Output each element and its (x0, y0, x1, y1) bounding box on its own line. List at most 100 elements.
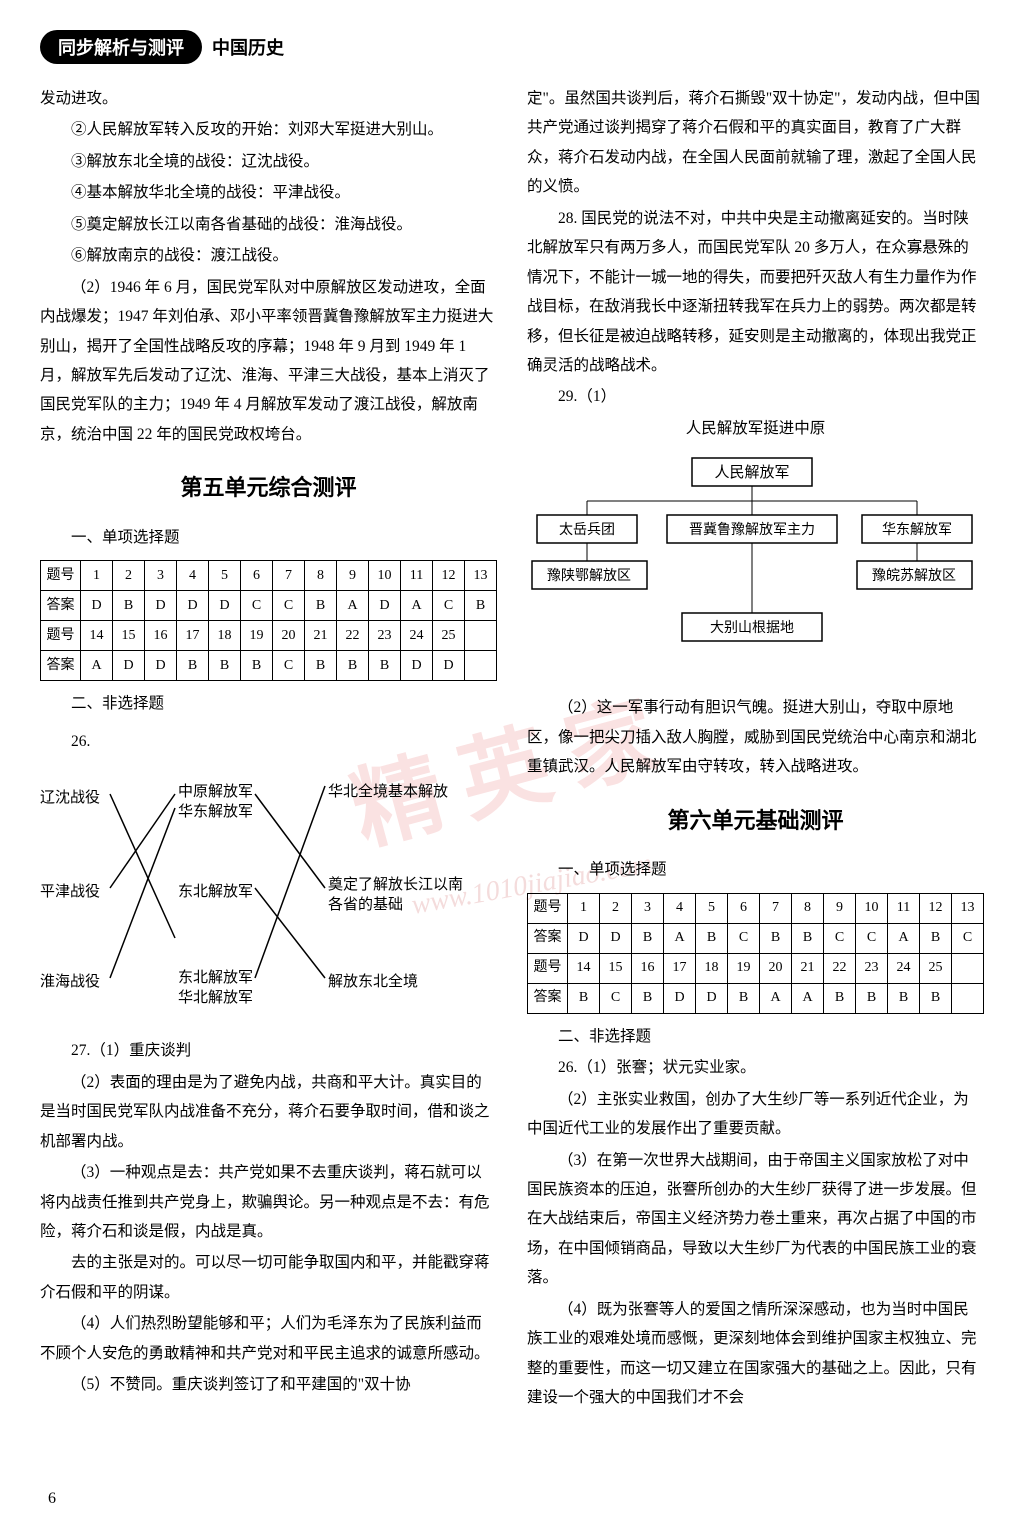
table-cell: 19 (728, 953, 760, 983)
table-cell: A (888, 923, 920, 953)
table-cell: B (760, 923, 792, 953)
right-p1: 定"。虽然国共谈判后，蒋介石撕毁"双十协定"，发动内战，但中国共产党通过谈判揭穿… (527, 84, 984, 202)
table-cell: 15 (600, 953, 632, 983)
org-chart: 人民解放军 太岳兵团 晋冀鲁豫解放军主力 华东解放军 豫 (527, 453, 984, 683)
left-s2: 二、非选择题 (40, 689, 497, 718)
table-cell: 21 (305, 621, 337, 651)
table-cell: 11 (401, 561, 433, 591)
diag-l3: 华东解放军 (882, 522, 952, 538)
table-cell: 1 (81, 561, 113, 591)
table-cell: B (888, 983, 920, 1013)
table-cell: 12 (920, 893, 952, 923)
org-chart-svg: 人民解放军 太岳兵团 晋冀鲁豫解放军主力 华东解放军 豫 (527, 453, 977, 683)
table-cell: 6 (241, 561, 273, 591)
page-container: 同步解析与测评 中国历史 发动进攻。 ②人民解放军转入反攻的开始：刘邓大军挺进大… (0, 0, 1024, 1434)
table-cell: 4 (664, 893, 696, 923)
table-cell: 15 (113, 621, 145, 651)
table-cell: B (241, 651, 273, 681)
unit6-title: 第六单元基础测评 (527, 800, 984, 842)
left-p2: ②人民解放军转入反攻的开始：刘邓大军挺进大别山。 (40, 115, 497, 144)
left-s1: 一、单项选择题 (40, 523, 497, 552)
table-cell: 19 (241, 621, 273, 651)
table-cell: D (145, 591, 177, 621)
diag-l2: 晋冀鲁豫解放军主力 (689, 522, 815, 538)
table-cell: 23 (369, 621, 401, 651)
cross-M1b: 华东解放军 (178, 798, 253, 827)
left-p5: ⑤奠定解放长江以南各省基础的战役：淮海战役。 (40, 210, 497, 239)
table-cell: B (920, 923, 952, 953)
table-cell: D (696, 983, 728, 1013)
left-s26: 26. (40, 727, 497, 756)
two-column-layout: 发动进攻。 ②人民解放军转入反攻的开始：刘邓大军挺进大别山。 ③解放东北全境的战… (40, 84, 984, 1414)
table-label: 题号 (41, 621, 81, 651)
table-cell: 17 (664, 953, 696, 983)
table-cell: 10 (369, 561, 401, 591)
table-cell: 4 (177, 561, 209, 591)
table-cell (465, 651, 497, 681)
table-cell: 5 (696, 893, 728, 923)
table-cell: A (401, 591, 433, 621)
table-cell: 2 (600, 893, 632, 923)
table-cell: 18 (696, 953, 728, 983)
left-p27-2: （2）表面的理由是为了避免内战，共商和平大计。真实目的是当时国民党军队内战准备不… (40, 1068, 497, 1156)
table-cell: 2 (113, 561, 145, 591)
table-cell: C (728, 923, 760, 953)
page-number: 6 (48, 1490, 56, 1508)
table-cell: B (337, 651, 369, 681)
left-p27-3: （3）一种观点是去：共产党如果不去重庆谈判，蒋石就可以将内战责任推到共产党身上，… (40, 1158, 497, 1246)
table-cell: 1 (568, 893, 600, 923)
table-cell: D (600, 923, 632, 953)
diag-l1: 太岳兵团 (559, 522, 615, 538)
right-p26-1: 26.（1）张謇；状元实业家。 (527, 1053, 984, 1082)
unit5-title: 第五单元综合测评 (40, 467, 497, 509)
table-label: 题号 (528, 953, 568, 983)
table-cell: A (792, 983, 824, 1013)
cross-L1: 辽沈战役 (40, 784, 100, 813)
right-diagram-title: 人民解放军挺进中原 (527, 414, 984, 443)
diag-b1: 豫陕鄂解放区 (547, 568, 631, 584)
unit6-answer-table: 题号12345678910111213 答案DDBABCBBCCABC 题号14… (527, 893, 984, 1014)
table-cell: 25 (433, 621, 465, 651)
table-cell: C (241, 591, 273, 621)
right-p29: 29.（1） (527, 382, 984, 411)
table-cell: 22 (337, 621, 369, 651)
header-banner: 同步解析与测评 中国历史 (40, 30, 984, 64)
table-cell: 18 (209, 621, 241, 651)
table-cell: B (209, 651, 241, 681)
left-p27-4: 去的主张是对的。可以尽一切可能争取国内和平，并能戳穿蒋介石假和平的阴谋。 (40, 1248, 497, 1307)
table-cell: B (728, 983, 760, 1013)
table-cell: 23 (856, 953, 888, 983)
diag-top: 人民解放军 (714, 464, 789, 481)
left-p27-6: （5）不赞同。重庆谈判签订了和平建国的"双十协 (40, 1370, 497, 1399)
table-cell: B (824, 983, 856, 1013)
table-cell: A (664, 923, 696, 953)
table-cell: B (856, 983, 888, 1013)
table-cell: B (465, 591, 497, 621)
table-cell (465, 621, 497, 651)
table-cell: 20 (760, 953, 792, 983)
table-cell: 12 (433, 561, 465, 591)
table-cell: 3 (632, 893, 664, 923)
diag-bot: 大别山根据地 (710, 620, 794, 636)
right-s2: 二、非选择题 (527, 1022, 984, 1051)
table-cell: 9 (337, 561, 369, 591)
right-p28: 28. 国民党的说法不对，中共中央是主动撤离延安的。当时陕北解放军只有两万多人，… (527, 204, 984, 381)
table-cell: 5 (209, 561, 241, 591)
table-cell: C (856, 923, 888, 953)
left-p6: ⑥解放南京的战役：渡江战役。 (40, 241, 497, 270)
table-label: 题号 (528, 893, 568, 923)
right-s1: 一、单项选择题 (527, 855, 984, 884)
table-cell: D (145, 651, 177, 681)
table-cell: 17 (177, 621, 209, 651)
right-p26-3: （3）在第一次世界大战期间，由于帝国主义国家放松了对中国民族资本的压迫，张謇所创… (527, 1146, 984, 1293)
right-column: 定"。虽然国共谈判后，蒋介石撕毁"双十协定"，发动内战，但中国共产党通过谈判揭穿… (527, 84, 984, 1414)
table-cell: 16 (145, 621, 177, 651)
table-cell: D (568, 923, 600, 953)
left-p3: ③解放东北全境的战役：辽沈战役。 (40, 147, 497, 176)
cross-M3b: 华北解放军 (178, 984, 253, 1013)
table-cell: 24 (888, 953, 920, 983)
cross-R3: 解放东北全境 (328, 968, 418, 997)
cross-R1: 华北全境基本解放 (328, 778, 448, 807)
table-cell: 3 (145, 561, 177, 591)
table-cell: C (273, 591, 305, 621)
